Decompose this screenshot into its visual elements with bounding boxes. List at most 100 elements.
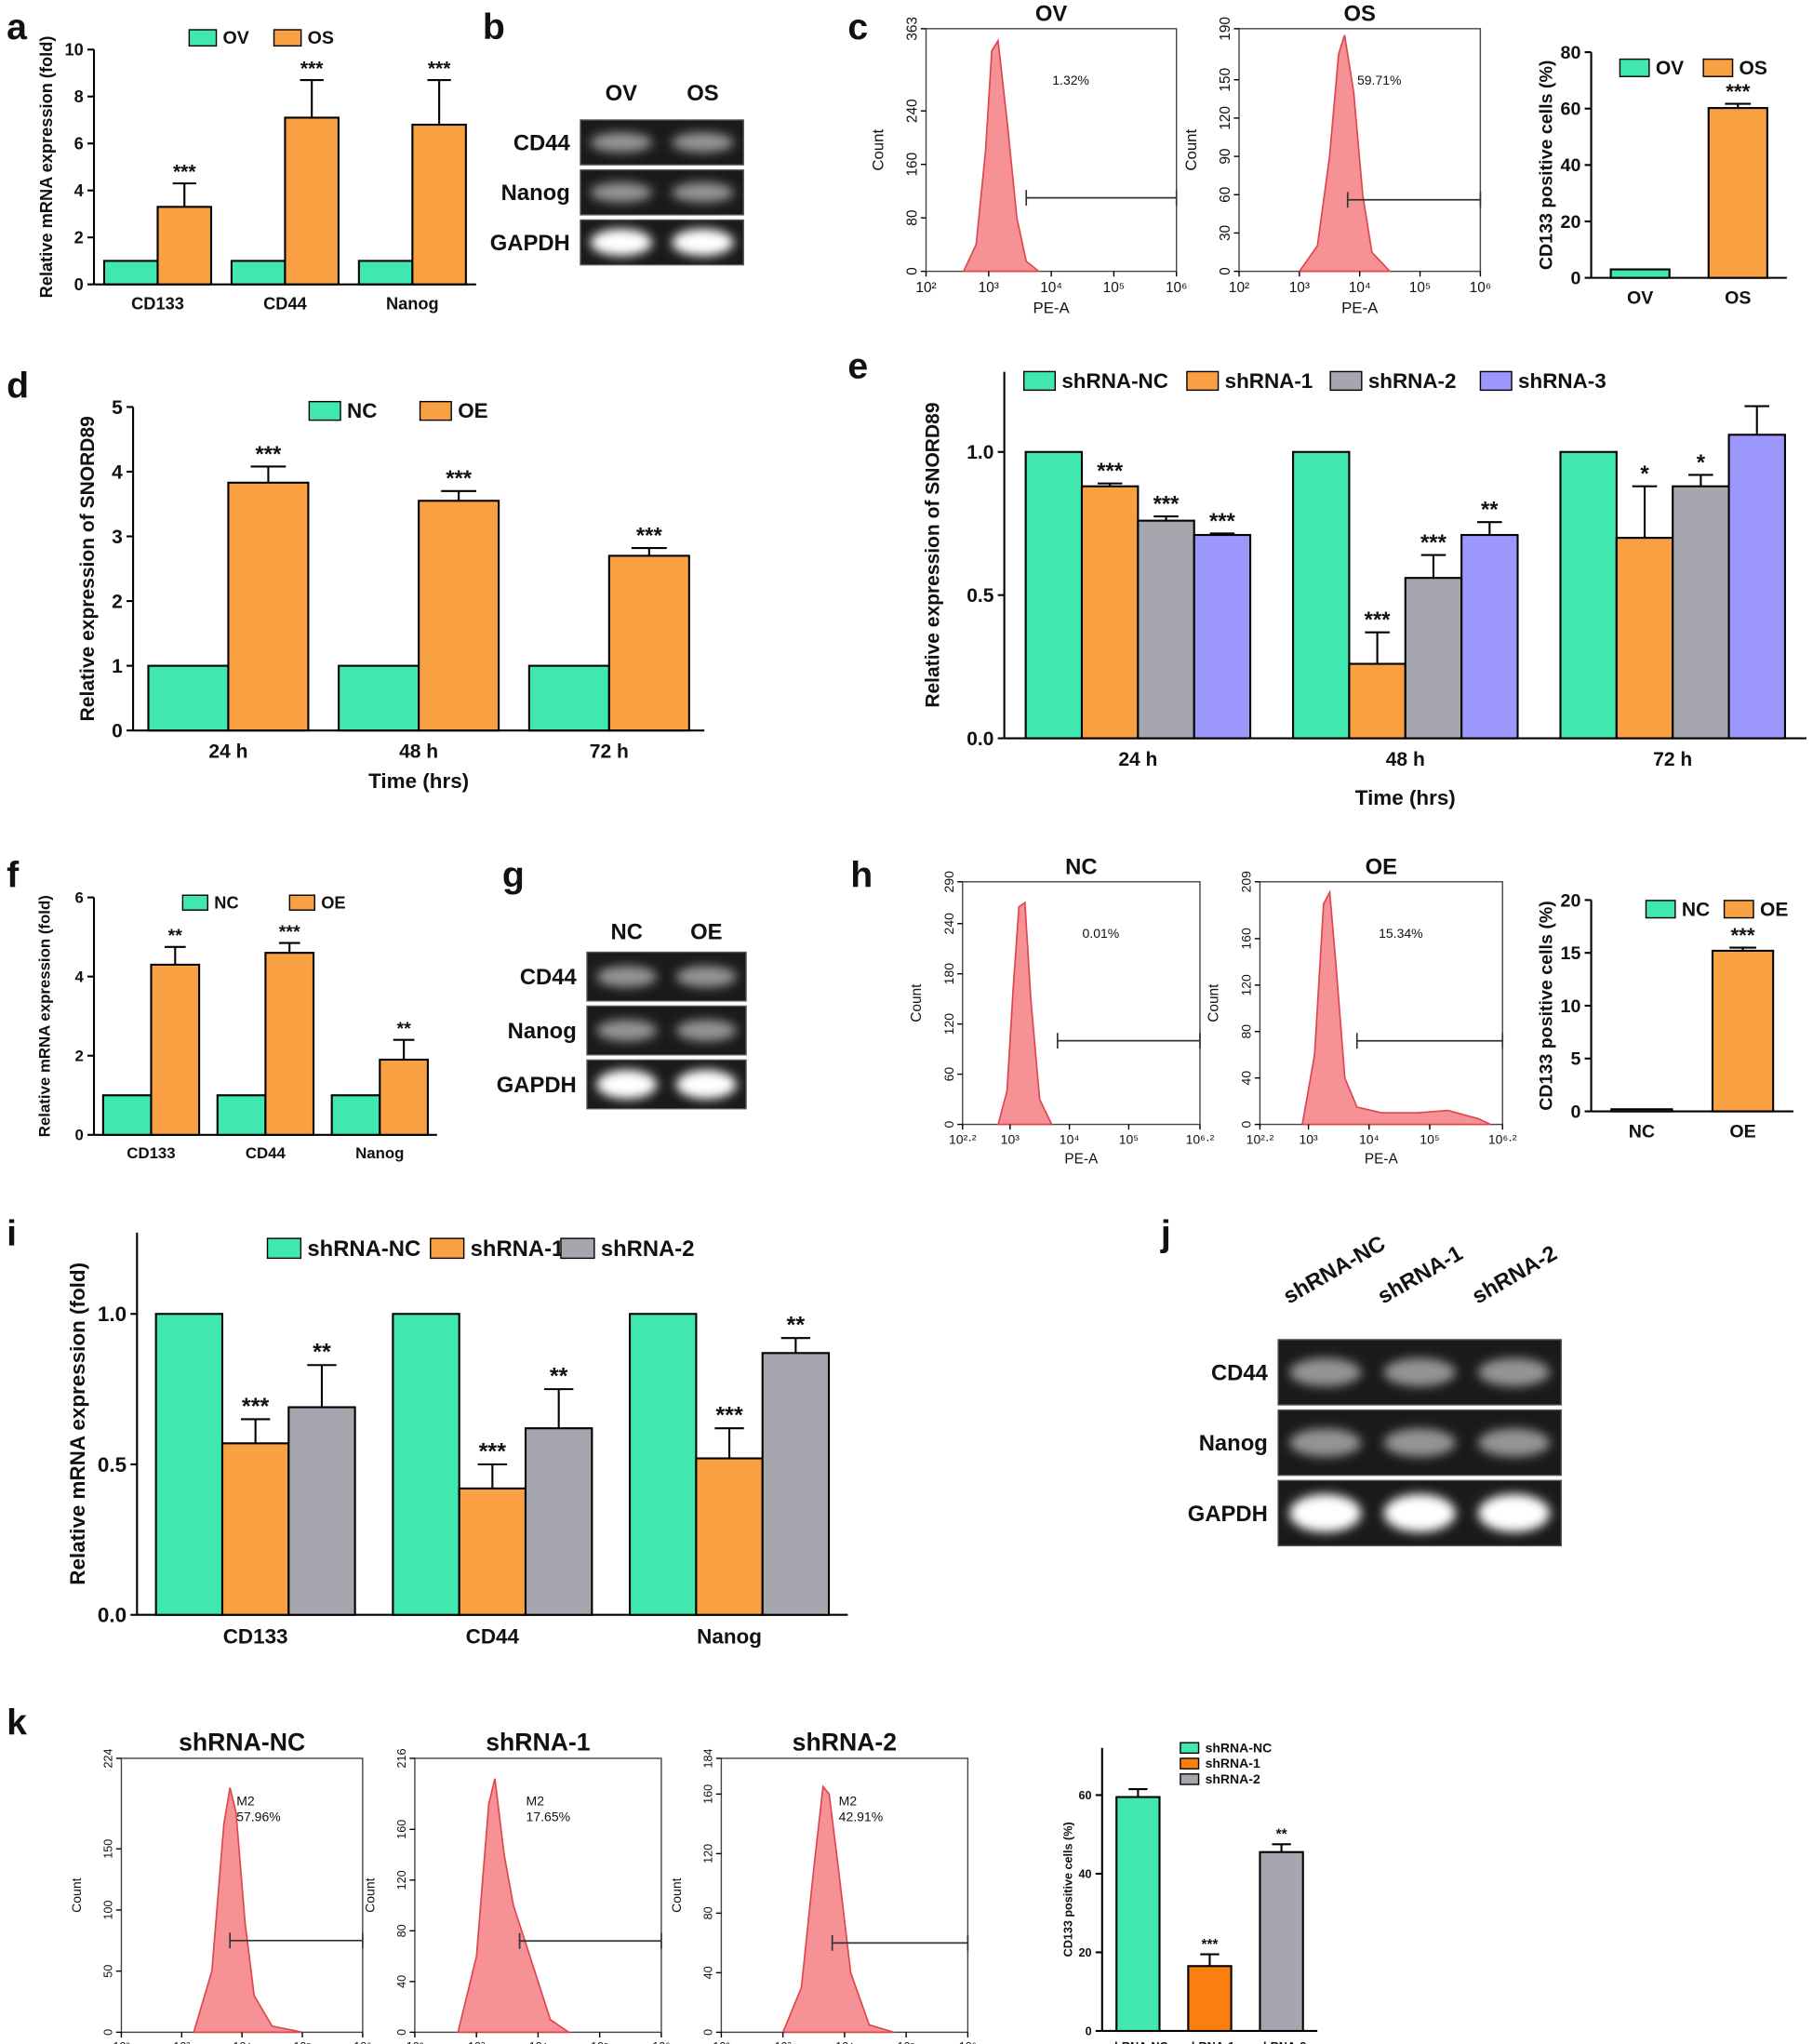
flow-title: OS [1343, 1, 1375, 26]
x-axis-label: PE-A [1365, 1152, 1399, 1168]
y-tick-label: 0.0 [98, 1604, 127, 1627]
bar [1187, 1965, 1233, 2033]
histogram-curve [962, 38, 1042, 273]
gate-percent: 15.34% [1379, 926, 1423, 941]
gel-band [1478, 1428, 1551, 1457]
row-label: Nanog [508, 1019, 577, 1044]
x-tick-label: 10⁵ [1409, 280, 1432, 296]
y-tick-label: 0 [905, 267, 921, 275]
panel-label: i [7, 1213, 17, 1254]
x-tick-label: 10⁴ [1359, 1132, 1380, 1147]
y-tick-label: 120 [1218, 106, 1233, 130]
gel-band [1289, 1428, 1362, 1457]
legend-label: shRNA-NC [307, 1236, 420, 1262]
y-axis-label: Count [909, 983, 925, 1022]
significance: *** [279, 922, 300, 942]
panel-label: d [7, 366, 29, 407]
bar [147, 664, 230, 732]
legend-swatch [560, 1237, 595, 1260]
error-bar [393, 1038, 415, 1060]
y-tick-label: 20 [1079, 1946, 1092, 1959]
significance: ** [313, 1340, 331, 1366]
x-tick-label: NC [1629, 1122, 1655, 1142]
flow-title: NC [1065, 854, 1097, 879]
flow-title: OE [1366, 854, 1397, 879]
y-tick-label: 0.5 [966, 585, 994, 607]
error-bar [1365, 631, 1390, 664]
error-bar [1688, 474, 1713, 487]
y-tick-label: 0 [102, 2029, 115, 2036]
bar [1115, 1796, 1161, 2033]
bar [1259, 1850, 1304, 2033]
gate-name: M2 [839, 1794, 858, 1809]
gate [1355, 1033, 1504, 1049]
row-label: Nanog [501, 180, 570, 206]
y-tick-label: 20 [1561, 890, 1581, 911]
bar [458, 1487, 527, 1616]
legend-swatch [1022, 370, 1057, 392]
y-tick-label: 240 [905, 99, 921, 123]
gate-percent: 42.91% [839, 1810, 884, 1824]
legend-swatch [308, 400, 341, 421]
significance: *** [173, 162, 196, 183]
x-tick-label: 24 h [1118, 749, 1157, 770]
row-label: CD44 [1211, 1360, 1269, 1385]
y-axis-label: Count [362, 1877, 377, 1913]
y-axis-label: CD133 positive cells (%) [1537, 60, 1557, 271]
y-tick-label: 2 [112, 591, 123, 612]
y-tick-label: 224 [102, 1748, 115, 1768]
y-tick-label: 15 [1561, 943, 1581, 964]
y-tick-label: 30 [1218, 225, 1233, 241]
panel-label: a [7, 7, 28, 47]
y-tick-label: 0 [74, 1127, 83, 1144]
y-tick-label: 40 [702, 1966, 715, 1979]
bar [220, 1442, 290, 1616]
x-tick-label: CD44 [246, 1144, 287, 1162]
bar [230, 260, 287, 286]
legend-swatch [1479, 370, 1513, 392]
x-tick-label: 10⁵ [1119, 1132, 1139, 1147]
panel-label: g [502, 854, 525, 895]
x-tick-label: CD133 [131, 294, 184, 313]
x-tick-label: 10⁶·² [1488, 1132, 1517, 1147]
histogram-curve [193, 1787, 303, 2034]
gel-band [596, 966, 658, 988]
gel-band [590, 229, 653, 257]
y-tick-label: 0 [1086, 2024, 1092, 2037]
error-bar [300, 79, 324, 118]
error-bar [164, 945, 186, 965]
error-bar [1729, 946, 1756, 951]
x-tick-label: 10⁶·² [1186, 1132, 1215, 1147]
significance: *** [636, 523, 663, 548]
x-tick-label: 10²·² [949, 1132, 977, 1147]
bar [392, 1313, 460, 1616]
gate-name: M2 [236, 1794, 255, 1809]
x-tick-label: 10² [113, 2040, 129, 2044]
x-tick-label: 10⁵ [293, 2040, 311, 2044]
bar [264, 952, 315, 1136]
y-tick-label: 1 [112, 656, 123, 677]
error-bar [1420, 554, 1446, 579]
x-tick-label: 10³ [1299, 1132, 1318, 1147]
x-tick-label: Nanog [386, 294, 439, 313]
significance: *** [256, 442, 283, 467]
y-tick-label: 80 [1239, 1024, 1254, 1039]
x-tick-label: CD133 [223, 1625, 288, 1649]
x-tick-label: shRNA-NC [1108, 2040, 1167, 2044]
error-bar [1200, 1953, 1220, 1967]
bar [1610, 1108, 1673, 1113]
bar [411, 123, 467, 286]
y-tick-label: 3 [112, 527, 123, 548]
error-bar [1744, 405, 1770, 435]
y-tick-label: 0 [1570, 269, 1580, 289]
bar [1137, 519, 1195, 740]
significance: * [1697, 450, 1706, 475]
error-bar [1632, 485, 1658, 539]
y-axis-label: Relative mRNA expression (fold) [35, 895, 53, 1137]
significance: *** [1153, 491, 1180, 516]
row-label: Nanog [1199, 1431, 1268, 1456]
error-bar [1725, 102, 1752, 109]
histogram-curve [1298, 34, 1393, 273]
x-tick-label: CD133 [127, 1144, 175, 1162]
gate-percent: 59.71% [1357, 73, 1402, 87]
